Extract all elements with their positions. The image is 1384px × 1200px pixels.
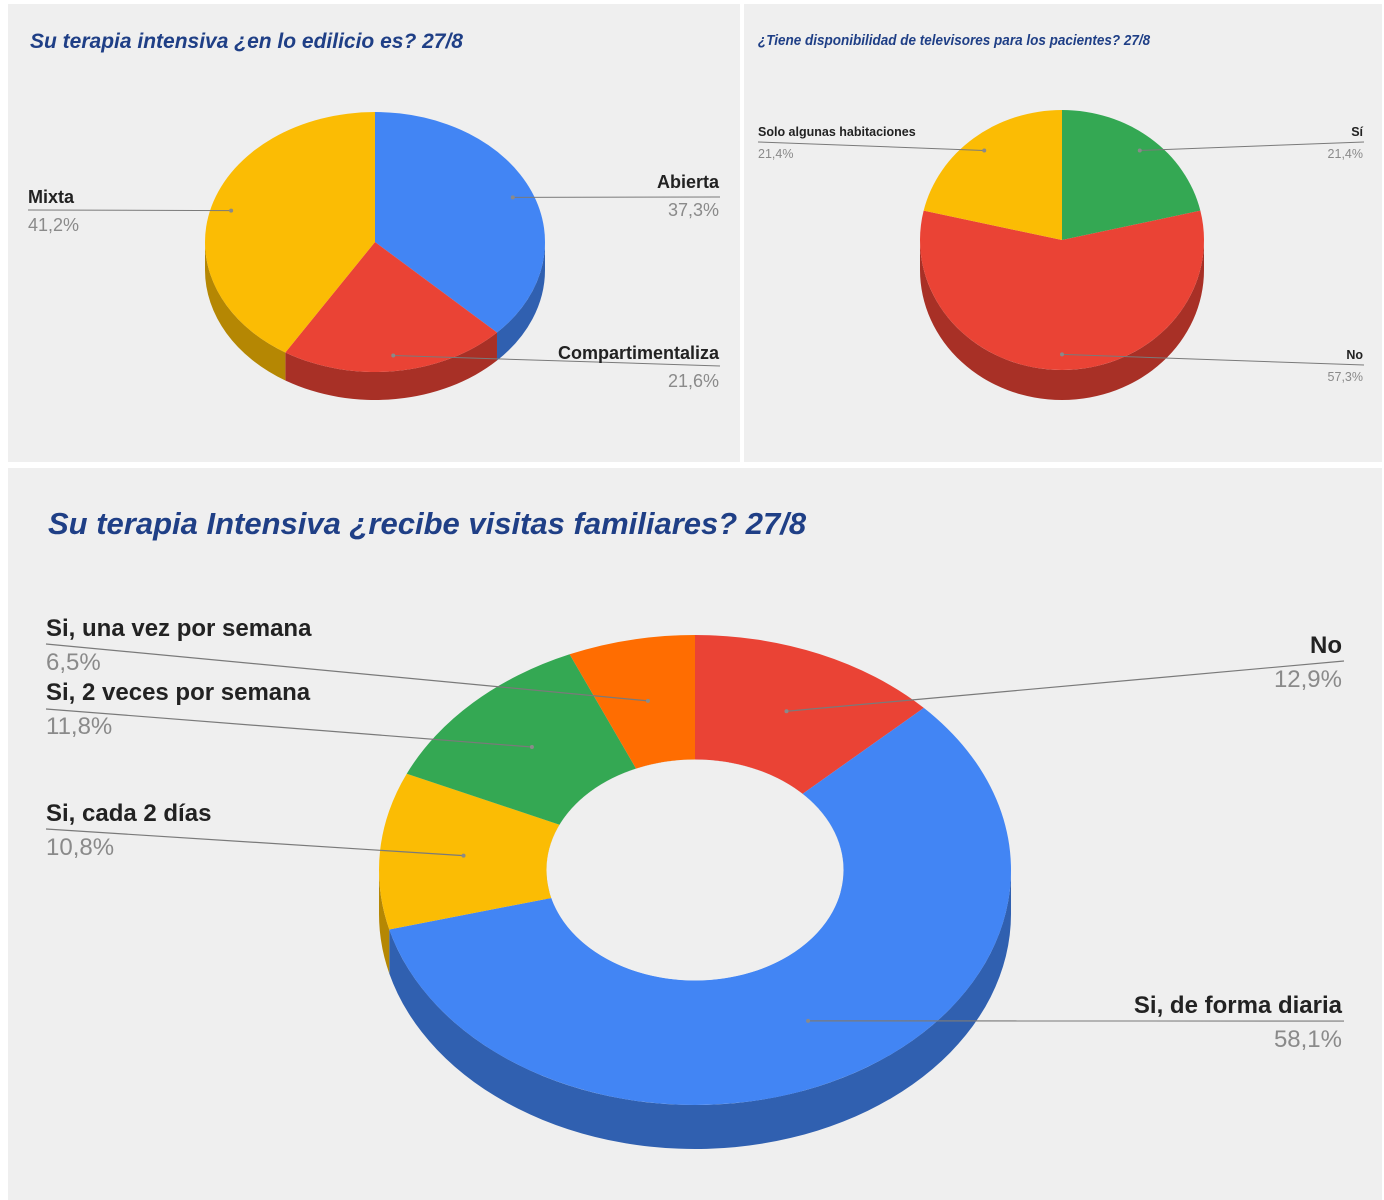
pie-side-walls <box>205 242 545 400</box>
slice-label-mixta: Mixta <box>28 187 75 207</box>
leader-dot-solo-algunas-habitaciones <box>982 148 987 153</box>
leader-line-mixta <box>27 209 232 212</box>
side-mixta <box>205 242 286 381</box>
slice-value-mixta: 41,2% <box>28 215 79 235</box>
slice-si-de-forma-diaria <box>389 707 1011 1105</box>
slice-solo-algunas-habitaciones <box>923 110 1062 240</box>
slice-si <box>1062 110 1201 240</box>
slice-label-solo-algunas-habitaciones: Solo algunas habitaciones <box>758 125 916 139</box>
slice-value-solo-algunas-habitaciones: 21,4% <box>758 147 793 161</box>
slice-labels: Sí 21,4% No 57,3% Solo algunas habitaciones 2… <box>757 125 1365 384</box>
side-si-cada-2-dias <box>379 870 390 974</box>
chart-title: Su terapia intensiva ¿en lo edilicio es?… <box>30 30 463 53</box>
chart-title: Su terapia Intensiva ¿recibe visitas fam… <box>48 506 807 541</box>
slice-label-si-2-veces-por-semana: Si, 2 veces por semana <box>46 679 311 706</box>
slice-si-2-veces-por-semana <box>406 654 637 825</box>
slice-label-abierta: Abierta <box>657 172 720 192</box>
slice-label-compartimentaliza: Compartimentaliza <box>558 343 720 363</box>
leader-dot-si-una-vez-por-semana <box>645 698 650 703</box>
slice-no <box>695 635 924 794</box>
slice-no <box>920 210 1204 371</box>
slice-value-si-de-forma-diaria: 58,1% <box>1274 1026 1342 1053</box>
leader-dot-no <box>1060 352 1064 357</box>
slice-value-abierta: 37,3% <box>668 200 719 220</box>
leader-line-si-una-vez-por-semana <box>45 643 649 702</box>
slice-label-no: No <box>1346 348 1363 362</box>
slice-label-si-una-vez-por-semana: Si, una vez por semana <box>46 615 312 642</box>
leader-dot-si-cada-2-dias <box>461 853 466 858</box>
slice-si-cada-2-dias <box>379 773 560 930</box>
slice-value-si-cada-2-dias: 10,8% <box>46 834 114 861</box>
slice-label-si-de-forma-diaria: Si, de forma diaria <box>1134 992 1343 1019</box>
pie-slices <box>920 110 1204 371</box>
slice-value-si: 21,4% <box>1328 147 1363 161</box>
slice-value-compartimentaliza: 21,6% <box>668 371 719 391</box>
donut-hole <box>546 759 844 981</box>
slice-labels: Abierta 37,3% Compartimentaliza 21,6% Mixta 4… <box>27 172 721 391</box>
side-no <box>920 240 1204 400</box>
pie-slices <box>379 635 1011 1105</box>
donut-chart-visitas: No 12,9% Si, de forma diaria 58,1% Si, cada … <box>45 615 1345 1150</box>
side-si-de-forma-diaria <box>389 870 1011 1150</box>
pie-chart-edilicio: Abierta 37,3% Compartimentaliza 21,6% Mixta 4… <box>27 112 721 400</box>
slice-label-no: No <box>1310 632 1342 659</box>
slice-value-si-una-vez-por-semana: 6,5% <box>46 649 101 676</box>
pie-chart-televisores: Sí 21,4% No 57,3% Solo algunas habitaciones 2… <box>757 110 1365 400</box>
slice-value-si-2-veces-por-semana: 11,8% <box>46 713 112 740</box>
leader-line-no <box>1061 353 1365 366</box>
leader-line-si <box>1139 141 1365 151</box>
slice-mixta <box>205 112 375 353</box>
chart-panel-visitas: Su terapia Intensiva ¿recibe visitas fam… <box>8 468 1382 1200</box>
leader-dot-abierta <box>510 195 515 200</box>
leader-dot-mixta <box>229 208 234 213</box>
leader-line-si-2-veces-por-semana <box>45 708 532 748</box>
pie-side-walls <box>920 240 1204 400</box>
leader-dot-no <box>784 709 789 714</box>
side-compartimentaliza <box>285 332 497 400</box>
pie-side-walls <box>379 870 1011 1150</box>
chart-panel-edilicio: Su terapia intensiva ¿en lo edilicio es?… <box>8 4 740 462</box>
chart-title: ¿Tiene disponibilidad de televisores par… <box>758 32 1151 49</box>
leader-dot-si-2-veces-por-semana <box>529 745 534 750</box>
slice-abierta <box>375 112 545 333</box>
leader-line-no <box>786 660 1345 712</box>
leader-line-solo-algunas-habitaciones <box>757 141 985 151</box>
leader-dot-compartimentaliza <box>391 353 396 358</box>
leader-dot-si-de-forma-diaria <box>806 1018 811 1023</box>
side-abierta <box>496 242 545 361</box>
leader-dot-si <box>1137 148 1142 153</box>
leader-line-compartimentaliza <box>393 355 721 367</box>
slice-value-no: 12,9% <box>1274 666 1342 693</box>
slice-compartimentaliza <box>285 242 497 372</box>
slice-value-no: 57,3% <box>1328 370 1363 384</box>
slice-si-una-vez-por-semana <box>569 635 695 769</box>
pie-slices <box>205 112 545 372</box>
slice-label-si-cada-2-dias: Si, cada 2 días <box>46 800 211 827</box>
slice-labels: No 12,9% Si, de forma diaria 58,1% Si, cada … <box>45 615 1345 1053</box>
leader-line-si-cada-2-dias <box>45 828 464 857</box>
slice-label-si: Sí <box>1351 125 1363 139</box>
chart-panel-televisores: ¿Tiene disponibilidad de televisores par… <box>744 4 1382 462</box>
